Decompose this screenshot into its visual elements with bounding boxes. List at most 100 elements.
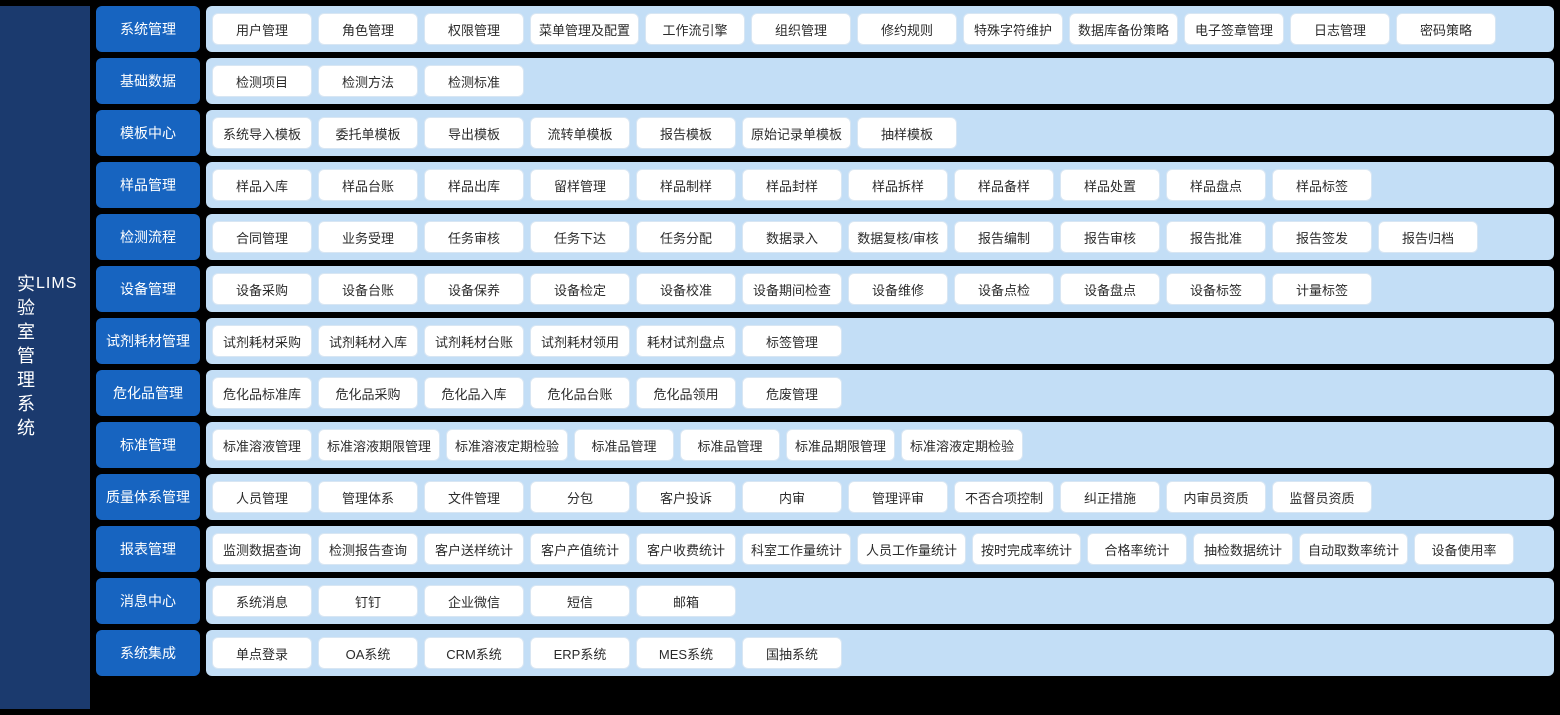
category-label: 基础数据 xyxy=(96,58,200,104)
module-item: 设备盘点 xyxy=(1060,273,1160,305)
module-row: 标准管理标准溶液管理标准溶液期限管理标准溶液定期检验标准品管理标准品管理标准品期… xyxy=(96,422,1554,468)
module-item: 短信 xyxy=(530,585,630,617)
module-item: 计量标签 xyxy=(1272,273,1372,305)
category-label: 系统集成 xyxy=(96,630,200,676)
category-label: 检测流程 xyxy=(96,214,200,260)
module-item: 危化品入库 xyxy=(424,377,524,409)
module-item: 样品盘点 xyxy=(1166,169,1266,201)
module-item: 试剂耗材台账 xyxy=(424,325,524,357)
items-container: 危化品标准库危化品采购危化品入库危化品台账危化品领用危废管理 xyxy=(206,370,1554,416)
module-item: 设备标签 xyxy=(1166,273,1266,305)
module-item: 纠正措施 xyxy=(1060,481,1160,513)
module-item: 检测方法 xyxy=(318,65,418,97)
module-item: 单点登录 xyxy=(212,637,312,669)
module-item: 报告归档 xyxy=(1378,221,1478,253)
module-row: 系统集成单点登录OA系统CRM系统ERP系统MES系统国抽系统 xyxy=(96,630,1554,676)
items-container: 检测项目检测方法检测标准 xyxy=(206,58,1554,104)
module-item: 按时完成率统计 xyxy=(972,533,1081,565)
module-item: 自动取数率统计 xyxy=(1299,533,1408,565)
items-container: 样品入库样品台账样品出库留样管理样品制样样品封样样品拆样样品备样样品处置样品盘点… xyxy=(206,162,1554,208)
module-item: 设备维修 xyxy=(848,273,948,305)
module-item: 耗材试剂盘点 xyxy=(636,325,736,357)
module-item: 报告编制 xyxy=(954,221,1054,253)
module-item: 数据库备份策略 xyxy=(1069,13,1178,45)
module-item: 邮箱 xyxy=(636,585,736,617)
module-item: 工作流引擎 xyxy=(645,13,745,45)
module-item: 数据录入 xyxy=(742,221,842,253)
module-item: 危化品领用 xyxy=(636,377,736,409)
module-item: MES系统 xyxy=(636,637,736,669)
module-item: 业务受理 xyxy=(318,221,418,253)
module-item: CRM系统 xyxy=(424,637,524,669)
module-item: ERP系统 xyxy=(530,637,630,669)
module-item: 设备期间检查 xyxy=(742,273,842,305)
module-item: 标准溶液定期检验 xyxy=(446,429,568,461)
module-item: 留样管理 xyxy=(530,169,630,201)
items-container: 系统消息钉钉企业微信短信邮箱 xyxy=(206,578,1554,624)
module-item: 权限管理 xyxy=(424,13,524,45)
module-item: 试剂耗材采购 xyxy=(212,325,312,357)
module-item: 委托单模板 xyxy=(318,117,418,149)
module-item: 样品制样 xyxy=(636,169,736,201)
module-item: 标准品管理 xyxy=(574,429,674,461)
module-item: 报告签发 xyxy=(1272,221,1372,253)
items-container: 用户管理角色管理权限管理菜单管理及配置工作流引擎组织管理修约规则特殊字符维护数据… xyxy=(206,6,1554,52)
module-item: 任务审核 xyxy=(424,221,524,253)
module-item: 试剂耗材领用 xyxy=(530,325,630,357)
module-item: 合格率统计 xyxy=(1087,533,1187,565)
module-row: 系统管理用户管理角色管理权限管理菜单管理及配置工作流引擎组织管理修约规则特殊字符… xyxy=(96,6,1554,52)
category-label: 模板中心 xyxy=(96,110,200,156)
module-item: 样品备样 xyxy=(954,169,1054,201)
module-item: 报告模板 xyxy=(636,117,736,149)
module-item: 客户送样统计 xyxy=(424,533,524,565)
module-item: 标准品期限管理 xyxy=(786,429,895,461)
module-item: 客户收费统计 xyxy=(636,533,736,565)
module-item: 样品封样 xyxy=(742,169,842,201)
category-label: 样品管理 xyxy=(96,162,200,208)
main-grid: 系统管理用户管理角色管理权限管理菜单管理及配置工作流引擎组织管理修约规则特殊字符… xyxy=(90,6,1554,709)
module-item: 检测标准 xyxy=(424,65,524,97)
module-row: 设备管理设备采购设备台账设备保养设备检定设备校准设备期间检查设备维修设备点检设备… xyxy=(96,266,1554,312)
lims-architecture-diagram: LIMS 实验室管理系统 系统管理用户管理角色管理权限管理菜单管理及配置工作流引… xyxy=(0,0,1560,715)
module-item: 内审 xyxy=(742,481,842,513)
module-item: 设备台账 xyxy=(318,273,418,305)
category-label: 危化品管理 xyxy=(96,370,200,416)
module-item: 内审员资质 xyxy=(1166,481,1266,513)
sidebar-title-en: LIMS xyxy=(36,274,77,295)
module-item: 合同管理 xyxy=(212,221,312,253)
module-item: 电子签章管理 xyxy=(1184,13,1284,45)
module-item: 分包 xyxy=(530,481,630,513)
category-label: 报表管理 xyxy=(96,526,200,572)
module-item: 监督员资质 xyxy=(1272,481,1372,513)
module-item: 样品入库 xyxy=(212,169,312,201)
module-item: 任务下达 xyxy=(530,221,630,253)
module-item: 报告批准 xyxy=(1166,221,1266,253)
items-container: 合同管理业务受理任务审核任务下达任务分配数据录入数据复核/审核报告编制报告审核报… xyxy=(206,214,1554,260)
module-item: 菜单管理及配置 xyxy=(530,13,639,45)
module-item: 人员管理 xyxy=(212,481,312,513)
category-label: 系统管理 xyxy=(96,6,200,52)
category-label: 消息中心 xyxy=(96,578,200,624)
module-item: 不否合项控制 xyxy=(954,481,1054,513)
module-item: 国抽系统 xyxy=(742,637,842,669)
module-item: 抽样模板 xyxy=(857,117,957,149)
module-item: 文件管理 xyxy=(424,481,524,513)
module-item: 任务分配 xyxy=(636,221,736,253)
items-container: 设备采购设备台账设备保养设备检定设备校准设备期间检查设备维修设备点检设备盘点设备… xyxy=(206,266,1554,312)
module-row: 样品管理样品入库样品台账样品出库留样管理样品制样样品封样样品拆样样品备样样品处置… xyxy=(96,162,1554,208)
module-item: 管理体系 xyxy=(318,481,418,513)
module-item: 样品拆样 xyxy=(848,169,948,201)
module-row: 模板中心系统导入模板委托单模板导出模板流转单模板报告模板原始记录单模板抽样模板 xyxy=(96,110,1554,156)
module-item: 样品台账 xyxy=(318,169,418,201)
module-item: 检测报告查询 xyxy=(318,533,418,565)
module-item: 样品标签 xyxy=(1272,169,1372,201)
module-item: 组织管理 xyxy=(751,13,851,45)
module-item: 样品出库 xyxy=(424,169,524,201)
module-item: 客户产值统计 xyxy=(530,533,630,565)
module-item: 试剂耗材入库 xyxy=(318,325,418,357)
module-item: 危废管理 xyxy=(742,377,842,409)
category-label: 设备管理 xyxy=(96,266,200,312)
module-item: 危化品采购 xyxy=(318,377,418,409)
sidebar: LIMS 实验室管理系统 xyxy=(0,6,90,709)
module-item: 管理评审 xyxy=(848,481,948,513)
